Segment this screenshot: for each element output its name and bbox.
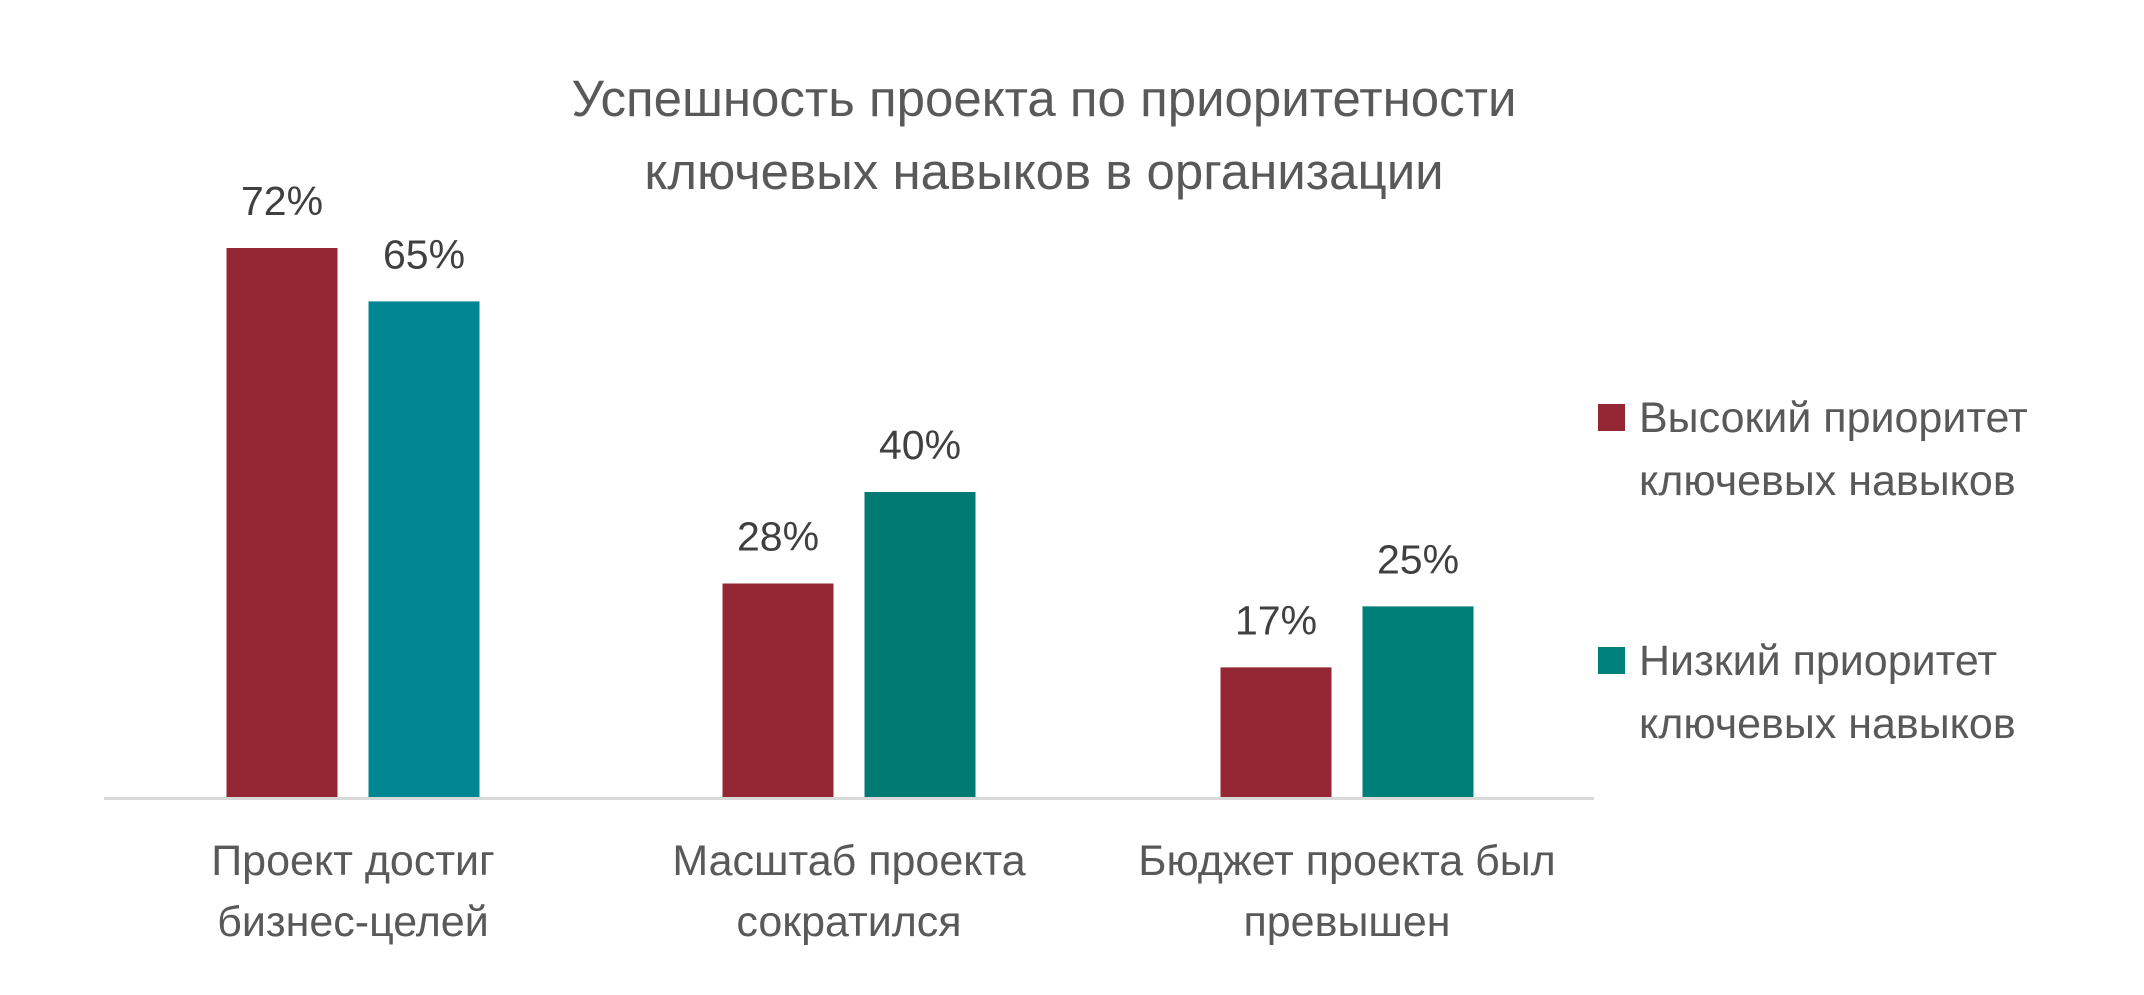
bar-series-2-category-1 — [368, 301, 480, 797]
bar-series-2-category-2 — [864, 492, 976, 797]
data-label: 72% — [241, 178, 323, 224]
bar-series-1-category-2 — [722, 583, 834, 797]
bars — [226, 248, 1474, 797]
legend: Высокий приоритет ключевых навыков Низкий … — [1598, 394, 2028, 748]
data-label: 25% — [1377, 536, 1459, 582]
legend-swatch — [1598, 647, 1625, 674]
x-axis-tick-labels: Проект достиг бизнес-целей Масштаб проекта… — [211, 837, 1556, 946]
x-tick-label: Бюджет проекта был — [1138, 837, 1556, 885]
data-labels: 72% 28% 17% 65% 40% 25% — [241, 178, 1459, 643]
x-tick-label: Проект достиг — [211, 837, 495, 885]
legend-label: Низкий приоритет — [1639, 637, 1997, 685]
legend-label: ключевых навыков — [1639, 457, 2016, 505]
x-tick-label: сократился — [736, 898, 961, 946]
bar-series-1-category-3 — [1220, 667, 1332, 797]
x-tick-label: бизнес-целей — [217, 898, 489, 946]
x-tick-label: Масштаб проекта — [672, 837, 1025, 885]
legend-swatch — [1598, 404, 1625, 431]
data-label: 28% — [737, 514, 819, 560]
legend-label: Высокий приоритет — [1639, 394, 2028, 442]
data-label: 65% — [383, 231, 465, 277]
legend-label: ключевых навыков — [1639, 700, 2016, 748]
chart-title: Успешность проекта по приоритетности ключ… — [572, 70, 1517, 200]
data-label: 40% — [879, 422, 961, 468]
chart-title-line: ключевых навыков в организации — [644, 143, 1443, 200]
bar-series-1-category-1 — [226, 248, 338, 797]
data-label: 17% — [1235, 597, 1317, 643]
chart-title-line: Успешность проекта по приоритетности — [572, 70, 1517, 127]
x-tick-label: превышен — [1243, 898, 1450, 946]
bar-series-2-category-3 — [1362, 606, 1474, 797]
